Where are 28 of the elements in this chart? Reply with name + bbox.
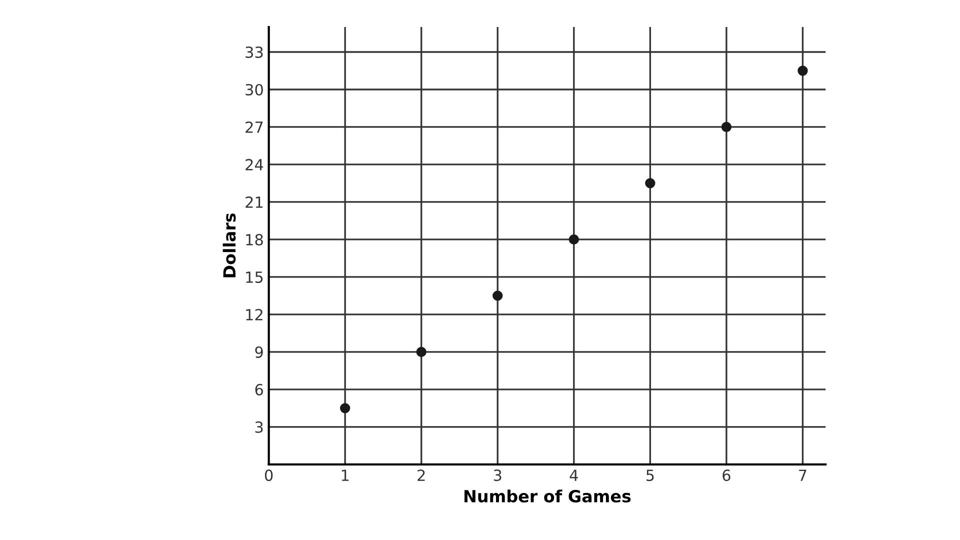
y-tick-label: 15: [246, 272, 263, 283]
x-tick-label: 1: [342, 470, 349, 481]
point: [798, 66, 808, 76]
y-tick-label: 30: [246, 84, 263, 96]
y-axis-title: Dollars: [222, 213, 236, 278]
point: [416, 346, 426, 358]
x-tick-label: 3: [494, 470, 502, 482]
point: [492, 290, 503, 301]
y-tick-label: 24: [246, 158, 264, 170]
x-tick-label: 0: [264, 470, 273, 482]
point: [645, 178, 656, 188]
point: [721, 122, 732, 132]
y-tick-label: 9: [255, 346, 263, 358]
y-tick-label: 33: [246, 46, 263, 58]
point: [568, 234, 579, 245]
x-tick-label: 2: [418, 470, 425, 481]
y-tick-label: 12: [246, 308, 262, 320]
y-tick-label: 6: [255, 384, 263, 396]
y-tick-label: 27: [246, 121, 263, 133]
x-tick-label: 6: [722, 470, 730, 482]
x-tick-label: 4: [570, 470, 578, 481]
y-tick-label: 21: [246, 196, 263, 208]
y-tick-label: 3: [255, 421, 263, 433]
x-tick-label: 7: [799, 470, 806, 481]
x-axis-title: Number of Games: [464, 490, 631, 503]
x-tick-label: 5: [646, 470, 654, 482]
y-tick-label: 18: [246, 234, 263, 246]
point: [340, 403, 350, 414]
